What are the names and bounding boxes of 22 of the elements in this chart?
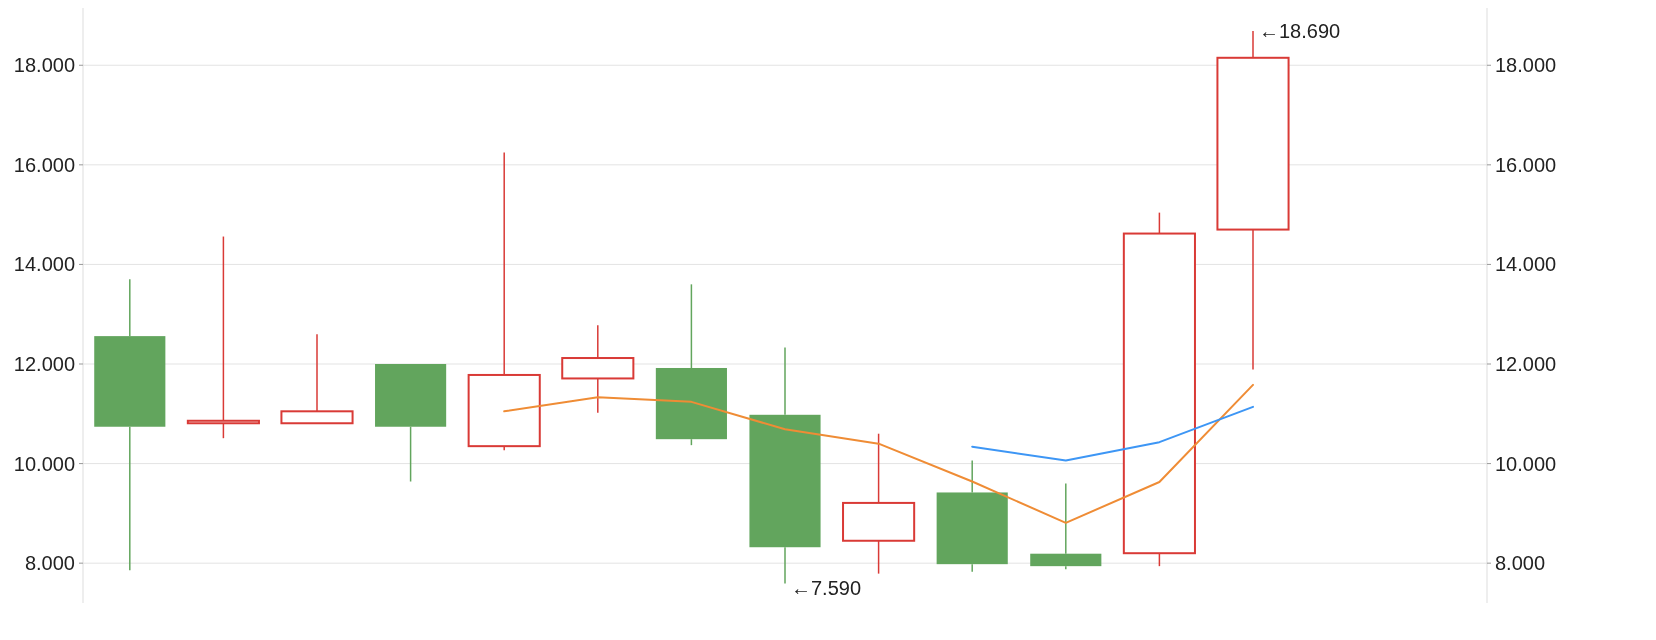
annotation: ←7.590	[791, 576, 862, 599]
candlestick	[936, 459, 1008, 573]
y-tick-label: 8.000	[24, 552, 75, 575]
y2-tick-label: 16.000	[1495, 153, 1557, 176]
y2-tick-label: 10.000	[1495, 452, 1557, 475]
y-tick-label: 18.000	[13, 54, 75, 77]
y2-tick-label: 18.000	[1495, 54, 1557, 77]
annotation: ←18.690	[1259, 19, 1341, 42]
candlestick	[842, 432, 916, 575]
line-series	[503, 383, 1254, 524]
y2-tick-label: 12.000	[1495, 353, 1557, 375]
candlestick	[1030, 482, 1102, 570]
y-tick-label: 16.000	[13, 153, 75, 176]
candlestick	[94, 278, 166, 571]
line-series	[971, 405, 1254, 462]
candlestick	[561, 324, 635, 414]
y-tick-label: 10.000	[13, 452, 75, 475]
candlestick	[467, 151, 541, 451]
y-tick-label: 14.000	[13, 253, 75, 276]
y2-tick-label: 8.000	[1495, 552, 1546, 575]
y-tick-label: 12.000	[13, 353, 75, 375]
y2-tick-label: 14.000	[1495, 253, 1557, 276]
